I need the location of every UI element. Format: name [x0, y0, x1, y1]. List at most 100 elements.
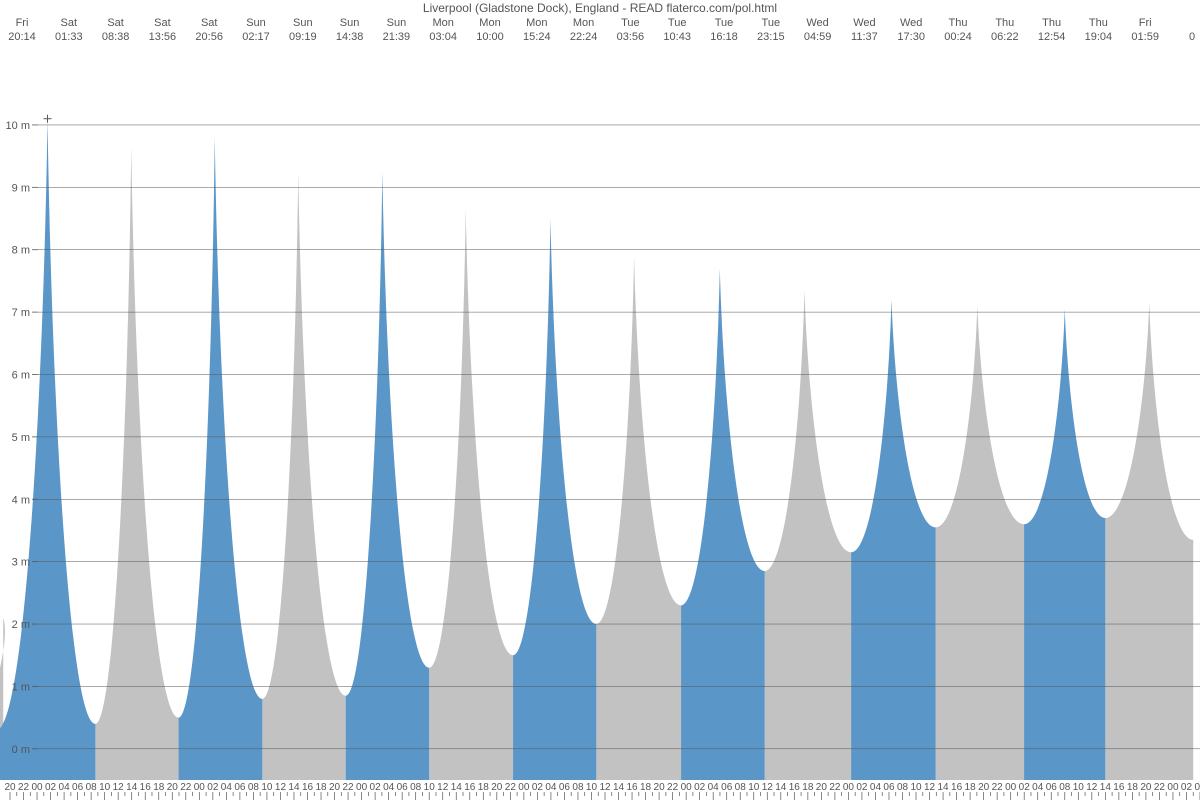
tide-peak-blue	[346, 172, 430, 780]
y-axis-label: 6 m	[12, 369, 30, 381]
x-axis-label: 06	[234, 782, 246, 793]
x-axis-label: 10	[99, 782, 111, 793]
top-time-label: 20:14	[8, 31, 36, 43]
top-day-label: Sat	[107, 17, 124, 29]
x-axis-label: 04	[59, 782, 71, 793]
top-day-label: Thu	[995, 17, 1014, 29]
x-axis-label: 18	[965, 782, 977, 793]
x-axis-label: 02	[694, 782, 706, 793]
top-time-label: 23:15	[757, 31, 785, 43]
top-day-label: Sun	[293, 17, 313, 29]
top-day-label: Fri	[1139, 17, 1152, 29]
top-day-label: Sun	[387, 17, 407, 29]
top-day-label: Fri	[16, 17, 29, 29]
top-time-label: 20:56	[195, 31, 223, 43]
x-axis-label: 02	[370, 782, 382, 793]
x-axis-label: 14	[613, 782, 625, 793]
top-day-label: Tue	[715, 17, 734, 29]
tide-peak-gray	[429, 209, 513, 780]
tide-peak-gray	[262, 172, 345, 780]
x-axis-label: 00	[681, 782, 693, 793]
x-axis-label: 12	[924, 782, 936, 793]
x-axis-label: 22	[180, 782, 192, 793]
x-axis-label: 08	[86, 782, 98, 793]
x-axis-label: 12	[113, 782, 125, 793]
x-axis-label: 20	[816, 782, 828, 793]
x-axis-label: 00	[843, 782, 855, 793]
top-time-label: 10:00	[476, 31, 504, 43]
top-day-label: Sun	[340, 17, 360, 29]
x-axis-label: 12	[599, 782, 611, 793]
top-day-label: Mon	[526, 17, 547, 29]
x-axis-label: 14	[288, 782, 300, 793]
x-axis-label: 00	[194, 782, 206, 793]
x-axis-label: 02	[1019, 782, 1031, 793]
x-axis-label: 20	[978, 782, 990, 793]
x-axis-label: 06	[1046, 782, 1058, 793]
top-time-label: 14:38	[336, 31, 364, 43]
x-axis-label: 22	[343, 782, 355, 793]
x-axis-label: 04	[1032, 782, 1044, 793]
y-axis-label: 2 m	[12, 619, 30, 631]
x-axis-label: 08	[572, 782, 584, 793]
y-axis-label: 0 m	[12, 744, 30, 756]
x-axis-label: 22	[1154, 782, 1166, 793]
tide-chart: 0 m1 m2 m3 m4 m5 m6 m7 m8 m9 m10 mLiverp…	[0, 0, 1200, 800]
top-day-label: Mon	[432, 17, 453, 29]
x-axis-label: 22	[505, 782, 517, 793]
x-axis-label: 02	[532, 782, 544, 793]
y-axis-label: 9 m	[12, 182, 30, 194]
x-axis-label: 00	[1167, 782, 1179, 793]
y-axis-label: 5 m	[12, 432, 30, 444]
x-axis-label: 10	[424, 782, 436, 793]
top-time-label: 01:59	[1131, 31, 1159, 43]
top-day-label: Sat	[201, 17, 218, 29]
top-time-label: 12:54	[1038, 31, 1066, 43]
x-axis-label: 00	[1005, 782, 1017, 793]
x-axis-label: 08	[248, 782, 260, 793]
top-day-label: Wed	[900, 17, 922, 29]
x-axis-label: 10	[586, 782, 598, 793]
top-time-label: 21:39	[383, 31, 411, 43]
x-axis-label: 08	[735, 782, 747, 793]
tide-peak-blue	[681, 268, 765, 780]
top-time-label: 03:04	[429, 31, 457, 43]
top-day-label: Wed	[806, 17, 828, 29]
x-axis-label: 10	[261, 782, 273, 793]
top-time-label: 00:24	[944, 31, 972, 43]
x-axis-label: 04	[383, 782, 395, 793]
top-time-label: 22:24	[570, 31, 598, 43]
top-time-label: 0	[1189, 31, 1195, 43]
top-time-label: 02:17	[242, 31, 270, 43]
x-axis-label: 22	[992, 782, 1004, 793]
top-day-label: Tue	[621, 17, 640, 29]
x-axis-label: 14	[775, 782, 787, 793]
x-axis-label: 20	[329, 782, 341, 793]
top-time-label: 09:19	[289, 31, 317, 43]
x-axis-label: 04	[708, 782, 720, 793]
top-time-label: 17:30	[897, 31, 925, 43]
x-axis-label: 16	[140, 782, 152, 793]
x-axis-label: 22	[829, 782, 841, 793]
top-day-label: Mon	[479, 17, 500, 29]
x-axis-label: 06	[883, 782, 895, 793]
x-axis-label: 18	[478, 782, 490, 793]
x-axis-label: 18	[1127, 782, 1139, 793]
top-time-label: 03:56	[617, 31, 645, 43]
top-time-label: 06:22	[991, 31, 1019, 43]
tide-peak-gray	[95, 147, 178, 780]
x-axis-label: 02	[1181, 782, 1193, 793]
x-axis-label: 16	[302, 782, 314, 793]
top-day-label: Tue	[668, 17, 687, 29]
y-axis-label: 7 m	[12, 307, 30, 319]
tide-peak-gray	[596, 256, 681, 780]
x-axis-label: 02	[45, 782, 57, 793]
top-day-label: Wed	[853, 17, 875, 29]
x-axis-label: 00	[31, 782, 43, 793]
x-axis-label: 20	[491, 782, 503, 793]
x-axis-label: 02	[856, 782, 868, 793]
top-day-label: Sat	[61, 17, 78, 29]
x-axis-label: 12	[275, 782, 287, 793]
top-day-label: Thu	[949, 17, 968, 29]
x-axis-label: 06	[397, 782, 409, 793]
